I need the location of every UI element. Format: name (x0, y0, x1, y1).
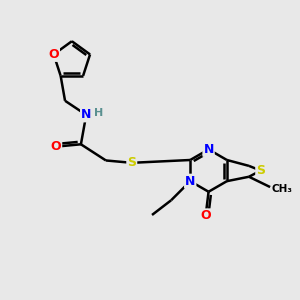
Text: S: S (256, 164, 265, 177)
Text: H: H (94, 108, 103, 118)
Text: N: N (203, 143, 214, 156)
Text: CH₃: CH₃ (272, 184, 292, 194)
Text: O: O (200, 209, 211, 222)
Text: O: O (48, 48, 59, 61)
Text: N: N (81, 108, 92, 122)
Text: O: O (51, 140, 61, 153)
Text: S: S (127, 156, 136, 169)
Text: N: N (185, 175, 195, 188)
